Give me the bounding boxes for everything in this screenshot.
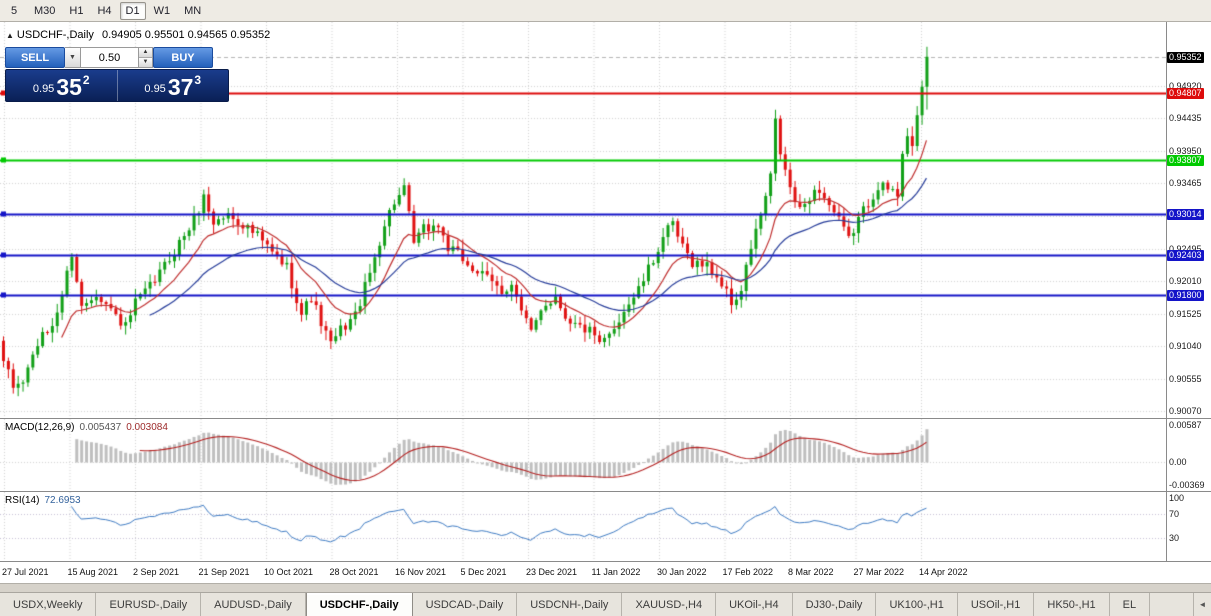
price-axis-label: 0.90555 <box>1169 373 1202 384</box>
date-label: 28 Oct 2021 <box>329 567 379 577</box>
price-axis-label: 0.94435 <box>1169 113 1202 124</box>
chart-tab-ukoil-h4[interactable]: UKOil-,H4 <box>716 593 793 616</box>
rsi-canvas[interactable] <box>0 492 1166 561</box>
chart-tab-el[interactable]: EL <box>1110 593 1151 616</box>
buy-price-prefix: 0.95 <box>144 83 166 95</box>
timeframe-button-h4[interactable]: H4 <box>97 4 112 17</box>
date-axis: 27 Jul 2021 15 Aug 2021 2 Sep 2021 21 Sep 2… <box>0 562 1211 584</box>
rsi-value: 72.6953 <box>44 495 81 506</box>
price-axis-label: 0.93465 <box>1169 178 1202 189</box>
current-price-label: 0.95352 <box>1167 51 1204 63</box>
price-axis-label: 0.91525 <box>1169 308 1202 319</box>
date-label: 14 Apr 2022 <box>919 567 968 577</box>
date-label: 21 Sep 2021 <box>198 567 250 577</box>
chart-tab-usoil-h1[interactable]: USOil-,H1 <box>958 593 1035 616</box>
sell-button[interactable]: SELL <box>5 47 65 68</box>
timeframe-button-h1[interactable]: H1 <box>69 4 84 17</box>
date-label: 23 Dec 2021 <box>526 567 578 577</box>
price-level-label: 0.93014 <box>1167 208 1204 220</box>
date-label: 15 Aug 2021 <box>67 567 119 577</box>
timeframe-button-5[interactable]: 5 <box>10 4 18 17</box>
buy-price-pips: 37 <box>167 74 194 100</box>
rsi-label: RSI(14) 72.6953 <box>5 495 81 506</box>
price-level-label: 0.92403 <box>1167 249 1204 261</box>
window-status-strip <box>0 584 1211 592</box>
buy-price-display[interactable]: 0.95 37 3 <box>116 70 229 101</box>
date-label: 30 Jan 2022 <box>657 567 707 577</box>
date-label: 11 Jan 2022 <box>591 567 641 577</box>
price-axis-label: 0.90070 <box>1169 406 1202 417</box>
date-label: 17 Feb 2022 <box>722 567 774 577</box>
price-axis-label: 0.92495 <box>1169 243 1202 254</box>
date-label: 8 Mar 2022 <box>788 567 834 577</box>
chart-tab-usdcnh-daily[interactable]: USDCNH-,Daily <box>517 593 623 616</box>
macd-name: MACD(12,26,9) <box>5 422 75 433</box>
timeframe-button-d1[interactable]: D1 <box>119 1 146 20</box>
volume-dropdown-icon[interactable]: ▼ <box>65 47 81 68</box>
macd-axis-label: 0.00 <box>1169 456 1187 467</box>
rsi-axis-label: 100 <box>1169 493 1185 503</box>
timeframe-button-mn[interactable]: MN <box>184 4 202 17</box>
macd-pane: MACD(12,26,9) 0.005437 0.003084 0.00587 0.0… <box>0 419 1211 492</box>
chart-tab-audusd-daily[interactable]: AUDUSD-,Daily <box>201 593 306 616</box>
macd-axis-label: 0.00587 <box>1169 420 1202 430</box>
price-axis-label: 0.91040 <box>1169 341 1202 352</box>
buy-button[interactable]: BUY <box>153 47 213 68</box>
chart-title: ▲ USDCHF-,Daily 0.94905 0.95501 0.94565 0… <box>6 29 270 41</box>
price-level-label: 0.94807 <box>1167 88 1204 100</box>
chart-tab-xauusd-h4[interactable]: XAUUSD-,H4 <box>622 593 717 616</box>
chart-title-icon: ▲ <box>6 31 14 40</box>
one-click-trading-panel: SELL ▼ 0.50 ▲ ▼ BUY 0.95 35 2 0.95 37 <box>5 47 229 102</box>
sell-price-point: 2 <box>82 73 90 87</box>
rsi-pane: RSI(14) 72.6953 100 70 30 <box>0 492 1211 562</box>
volume-up-icon[interactable]: ▲ <box>139 48 152 57</box>
chart-ohlc-values: 0.94905 0.95501 0.94565 0.95352 <box>101 29 271 41</box>
date-label: 27 Mar 2022 <box>853 567 905 577</box>
volume-down-icon[interactable]: ▼ <box>139 57 152 67</box>
timeframe-toolbar: 5 M30 H1 H4 D1 W1 MN <box>0 0 1211 22</box>
price-level-label: 0.93807 <box>1167 155 1204 167</box>
date-label: 10 Oct 2021 <box>264 567 314 577</box>
sell-price-pips: 35 <box>56 74 82 100</box>
timeframe-button-w1[interactable]: W1 <box>153 4 171 17</box>
price-pane: ▲ USDCHF-,Daily 0.94905 0.95501 0.94565 0… <box>0 22 1211 419</box>
price-axis-label: 0.94920 <box>1169 80 1202 91</box>
rsi-axis: 100 70 30 <box>1166 492 1211 561</box>
price-axis-label: 0.92010 <box>1169 276 1202 287</box>
price-level-label: 0.91800 <box>1167 290 1204 302</box>
chart-tab-usdchf-daily[interactable]: USDCHF-,Daily <box>305 593 413 616</box>
macd-canvas[interactable] <box>0 419 1166 491</box>
date-label: 27 Jul 2021 <box>2 567 49 577</box>
date-label: 16 Nov 2021 <box>395 567 447 577</box>
macd-axis-label: -0.00369 <box>1169 480 1205 490</box>
macd-label: MACD(12,26,9) 0.005437 0.003084 <box>5 422 168 433</box>
sell-price-prefix: 0.95 <box>32 83 55 95</box>
chart-tab-hk50-h1[interactable]: HK50-,H1 <box>1034 593 1110 616</box>
date-label: 2 Sep 2021 <box>133 567 180 577</box>
price-axis: 0.949200.944350.939500.934650.929800.924… <box>1166 22 1211 418</box>
macd-signal-value: 0.003084 <box>126 422 168 433</box>
date-label: 5 Dec 2021 <box>460 567 507 577</box>
chart-tab-eurusd-daily[interactable]: EURUSD-,Daily <box>96 593 202 616</box>
chart-tab-dj30-daily[interactable]: DJ30-,Daily <box>793 593 877 616</box>
rsi-axis-label: 30 <box>1169 533 1180 543</box>
price-axis-label: 0.93950 <box>1169 145 1202 156</box>
timeframe-button-m30[interactable]: M30 <box>34 4 56 17</box>
volume-input[interactable]: 0.50 <box>81 47 139 68</box>
tab-scroll-left-icon[interactable]: ◄ <box>1193 593 1211 616</box>
buy-price-point: 3 <box>194 73 202 87</box>
macd-main-value: 0.005437 <box>79 422 122 433</box>
rsi-axis-label: 70 <box>1169 509 1180 519</box>
sell-price-display[interactable]: 0.95 35 2 <box>6 70 117 101</box>
chart-tab-uk100-h1[interactable]: UK100-,H1 <box>876 593 958 616</box>
chart-tab-usdcad-daily[interactable]: USDCAD-,Daily <box>413 593 518 616</box>
macd-axis: 0.00587 0.00 -0.00369 <box>1166 419 1211 491</box>
rsi-name: RSI(14) <box>5 495 40 506</box>
volume-stepper: ▲ ▼ <box>139 47 153 68</box>
chart-tab-bar: USDX,Weekly EURUSD-,Daily AUDUSD-,Daily USD… <box>0 592 1211 616</box>
chart-symbol-period: USDCHF-,Daily <box>16 29 94 41</box>
chart-tab-usdx-weekly[interactable]: USDX,Weekly <box>0 593 97 616</box>
